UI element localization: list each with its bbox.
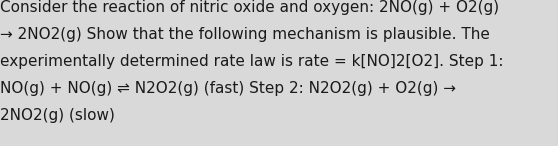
- Text: experimentally determined rate law is rate = k[NO]2[O2]. Step 1:: experimentally determined rate law is ra…: [0, 54, 504, 69]
- Text: 2NO2(g) (slow): 2NO2(g) (slow): [0, 108, 115, 123]
- Text: Consider the reaction of nitric oxide and oxygen: 2NO(g) + O2(g): Consider the reaction of nitric oxide an…: [0, 0, 499, 15]
- Text: → 2NO2(g) Show that the following mechanism is plausible. The: → 2NO2(g) Show that the following mechan…: [0, 27, 490, 42]
- Text: NO(g) + NO(g) ⇌ N2O2(g) (fast) Step 2: N2O2(g) + O2(g) →: NO(g) + NO(g) ⇌ N2O2(g) (fast) Step 2: N…: [0, 81, 456, 96]
